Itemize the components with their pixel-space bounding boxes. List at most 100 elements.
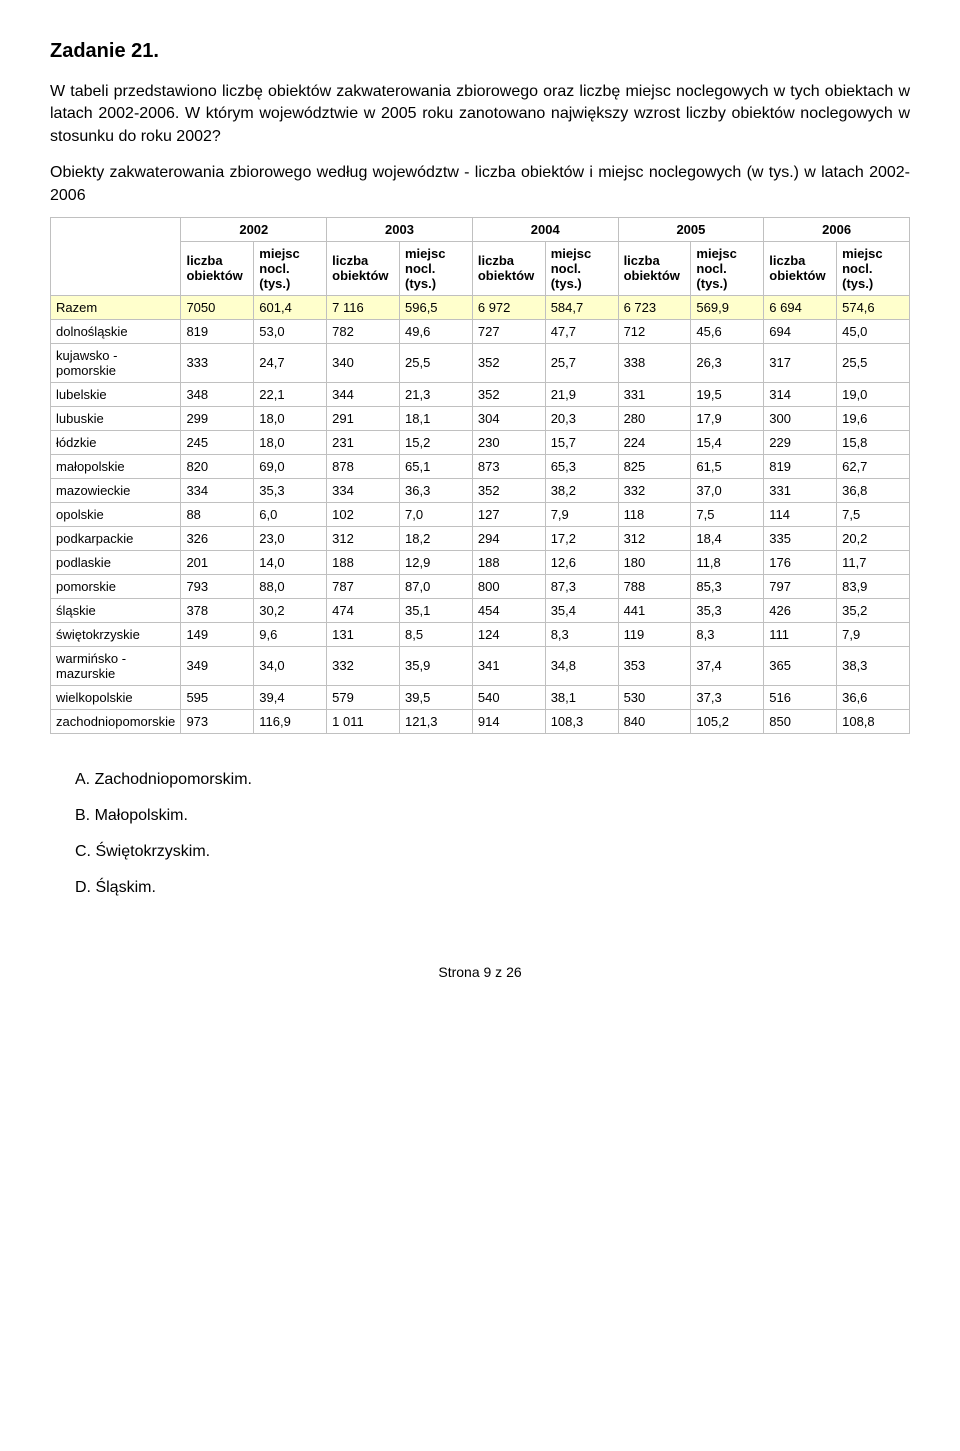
data-cell: 45,0 (837, 319, 910, 343)
data-cell: 35,4 (545, 598, 618, 622)
year-header: 2005 (618, 217, 764, 241)
data-cell: 352 (472, 382, 545, 406)
data-cell: 914 (472, 709, 545, 733)
row-name: lubuskie (51, 406, 181, 430)
data-cell: 349 (181, 646, 254, 685)
answer-list: A. Zachodniopomorskim.B. Małopolskim.C. … (50, 764, 910, 904)
data-cell: 15,2 (400, 430, 473, 454)
data-cell: 454 (472, 598, 545, 622)
data-cell: 83,9 (837, 574, 910, 598)
data-cell: 20,3 (545, 406, 618, 430)
row-name: mazowieckie (51, 478, 181, 502)
data-cell: 7050 (181, 295, 254, 319)
data-cell: 18,0 (254, 430, 327, 454)
data-cell: 149 (181, 622, 254, 646)
data-cell: 35,2 (837, 598, 910, 622)
data-cell: 819 (181, 319, 254, 343)
data-cell: 65,1 (400, 454, 473, 478)
answer-option: C. Świętokrzyskim. (75, 836, 910, 868)
data-cell: 61,5 (691, 454, 764, 478)
data-cell: 102 (327, 502, 400, 526)
data-cell: 38,2 (545, 478, 618, 502)
subheader-obj: liczba obiektów (472, 241, 545, 295)
data-cell: 88,0 (254, 574, 327, 598)
data-cell: 19,5 (691, 382, 764, 406)
data-cell: 116,9 (254, 709, 327, 733)
data-cell: 332 (327, 646, 400, 685)
data-cell: 365 (764, 646, 837, 685)
data-cell: 111 (764, 622, 837, 646)
data-cell: 6 723 (618, 295, 691, 319)
table-row: łódzkie24518,023115,223015,722415,422915… (51, 430, 910, 454)
data-cell: 37,0 (691, 478, 764, 502)
subheader-nocl: miejsc nocl. (tys.) (254, 241, 327, 295)
data-cell: 787 (327, 574, 400, 598)
table-caption: Obiekty zakwaterowania zbiorowego według… (50, 162, 910, 207)
table-row: podlaskie20114,018812,918812,618011,8176… (51, 550, 910, 574)
data-cell: 21,3 (400, 382, 473, 406)
row-name: opolskie (51, 502, 181, 526)
data-cell: 35,9 (400, 646, 473, 685)
table-row: warmińsko - mazurskie34934,033235,934134… (51, 646, 910, 685)
table-row: śląskie37830,247435,145435,444135,342635… (51, 598, 910, 622)
table-row: kujawsko - pomorskie33324,734025,535225,… (51, 343, 910, 382)
data-cell: 340 (327, 343, 400, 382)
table-row: wielkopolskie59539,457939,554038,153037,… (51, 685, 910, 709)
data-cell: 333 (181, 343, 254, 382)
data-cell: 819 (764, 454, 837, 478)
data-cell: 788 (618, 574, 691, 598)
data-cell: 579 (327, 685, 400, 709)
data-cell: 353 (618, 646, 691, 685)
data-cell: 15,8 (837, 430, 910, 454)
table-row: mazowieckie33435,333436,335238,233237,03… (51, 478, 910, 502)
data-cell: 17,2 (545, 526, 618, 550)
table-row: zachodniopomorskie973116,91 011121,39141… (51, 709, 910, 733)
data-cell: 574,6 (837, 295, 910, 319)
data-cell: 280 (618, 406, 691, 430)
table-corner-cell (51, 217, 181, 295)
table-row: podkarpackie32623,031218,229417,231218,4… (51, 526, 910, 550)
data-cell: 18,4 (691, 526, 764, 550)
row-name: śląskie (51, 598, 181, 622)
data-cell: 15,7 (545, 430, 618, 454)
data-cell: 530 (618, 685, 691, 709)
data-cell: 245 (181, 430, 254, 454)
year-header: 2004 (472, 217, 618, 241)
data-cell: 727 (472, 319, 545, 343)
data-cell: 119 (618, 622, 691, 646)
table-row: lubelskie34822,134421,335221,933119,5314… (51, 382, 910, 406)
row-name: wielkopolskie (51, 685, 181, 709)
data-cell: 348 (181, 382, 254, 406)
year-header: 2006 (764, 217, 910, 241)
data-cell: 121,3 (400, 709, 473, 733)
row-name: lubelskie (51, 382, 181, 406)
data-cell: 873 (472, 454, 545, 478)
data-cell: 39,5 (400, 685, 473, 709)
row-name: kujawsko - pomorskie (51, 343, 181, 382)
data-cell: 38,1 (545, 685, 618, 709)
data-cell: 332 (618, 478, 691, 502)
data-cell: 6,0 (254, 502, 327, 526)
row-name: pomorskie (51, 574, 181, 598)
data-cell: 516 (764, 685, 837, 709)
data-cell: 878 (327, 454, 400, 478)
data-cell: 21,9 (545, 382, 618, 406)
data-cell: 230 (472, 430, 545, 454)
subheader-obj: liczba obiektów (181, 241, 254, 295)
data-cell: 69,0 (254, 454, 327, 478)
data-cell: 6 694 (764, 295, 837, 319)
data-cell: 131 (327, 622, 400, 646)
data-cell: 8,3 (545, 622, 618, 646)
question-paragraph: W tabeli przedstawiono liczbę obiektów z… (50, 81, 910, 148)
data-cell: 8,3 (691, 622, 764, 646)
data-cell: 18,2 (400, 526, 473, 550)
subheader-obj: liczba obiektów (327, 241, 400, 295)
data-cell: 1 011 (327, 709, 400, 733)
data-cell: 8,5 (400, 622, 473, 646)
year-header: 2002 (181, 217, 327, 241)
data-cell: 312 (327, 526, 400, 550)
data-cell: 180 (618, 550, 691, 574)
data-cell: 22,1 (254, 382, 327, 406)
table-row: opolskie886,01027,01277,91187,51147,5 (51, 502, 910, 526)
data-cell: 34,0 (254, 646, 327, 685)
